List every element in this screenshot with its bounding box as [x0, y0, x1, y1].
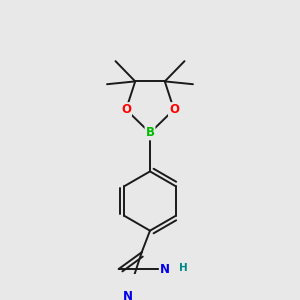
- Text: O: O: [121, 103, 131, 116]
- Text: O: O: [169, 103, 179, 116]
- Text: H: H: [179, 262, 188, 273]
- Text: N: N: [160, 262, 170, 276]
- Text: B: B: [146, 126, 154, 140]
- Text: N: N: [122, 290, 132, 300]
